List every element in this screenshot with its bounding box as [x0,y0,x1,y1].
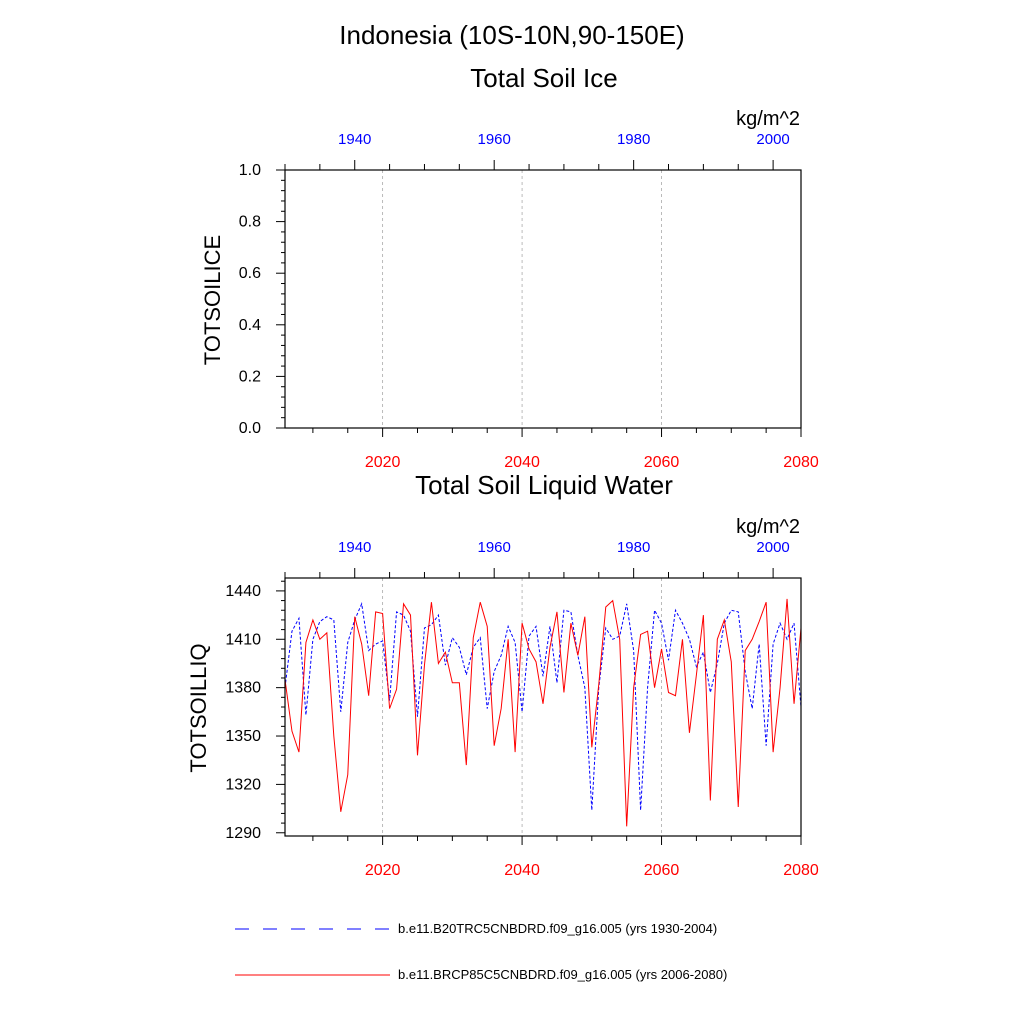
ytick-label-ice-5: 1.0 [239,162,261,179]
legend: b.e11.B20TRC5CNBDRD.f09_g16.005 (yrs 193… [235,921,727,982]
ytick-label-liq-3: 1380 [225,680,261,697]
panel-total-soil-ice: Total Soil Ice kg/m^2 TOTSOILICE 0.00.20… [200,63,819,471]
xtick-bottom-label-ice-2: 2060 [644,454,680,471]
xtick-bottom-label-ice-3: 2080 [783,454,819,471]
xtick-top-label-liq-0: 1940 [338,539,371,556]
figure-title: Indonesia (10S-10N,90-150E) [339,20,684,50]
xtick-top-label-ice-3: 2000 [756,131,789,148]
ytick-label-ice-2: 0.4 [239,317,261,334]
xtick-bottom-label-liq-2: 2060 [644,862,680,879]
plot-frame-ice [284,169,802,429]
panel-total-soil-liquid-water: Total Soil Liquid Water kg/m^2 TOTSOILLI… [186,470,819,879]
ytick-label-ice-4: 0.8 [239,214,261,231]
ytick-label-liq-2: 1350 [225,728,261,745]
tick-labels-liq: 1290 1320 1350 1380 1410 1440 2020 2040 2060 2080… [225,539,818,879]
ytick-label-ice-1: 0.2 [239,368,261,385]
ticks-liq [276,568,802,845]
xtick-bottom-label-ice-1: 2040 [504,454,540,471]
ytick-label-ice-0: 0.0 [239,420,261,437]
series-group-liq [284,598,802,827]
legend-label-future: b.e11.BRCP85C5CNBDRD.f09_g16.005 (yrs 20… [398,967,727,982]
tick-labels-ice: 0.0 0.2 0.4 0.6 0.8 1.0 2020 2040 2060 2080 1940 19… [239,131,819,471]
plot-frame-liq [284,577,802,837]
units-label-ice: kg/m^2 [736,108,800,130]
gridlines-ice [382,170,662,428]
ytick-label-liq-0: 1290 [225,825,261,842]
ticks-ice [276,160,802,437]
gridlines-liq [382,578,662,836]
ylabel-ice: TOTSOILICE [200,235,225,365]
series-line-liq-future [284,598,802,827]
xtick-top-label-liq-3: 2000 [756,539,789,556]
xtick-top-label-ice-0: 1940 [338,131,371,148]
ytick-label-ice-3: 0.6 [239,265,261,282]
ylabel-liq: TOTSOILLIQ [186,643,211,772]
panel-title-ice: Total Soil Ice [470,63,617,93]
xtick-top-label-liq-2: 1980 [617,539,650,556]
panel-title-liq: Total Soil Liquid Water [415,470,673,500]
xtick-bottom-label-liq-3: 2080 [783,862,819,879]
series-line-liq-hist [284,601,802,811]
xtick-top-label-liq-1: 1960 [478,539,511,556]
xtick-top-label-ice-2: 1980 [617,131,650,148]
units-label-liq: kg/m^2 [736,516,800,538]
xtick-top-label-ice-1: 1960 [478,131,511,148]
xtick-bottom-label-liq-1: 2040 [504,862,540,879]
ytick-label-liq-1: 1320 [225,776,261,793]
ytick-label-liq-5: 1440 [225,583,261,600]
xtick-bottom-label-liq-0: 2020 [365,862,401,879]
legend-label-hist: b.e11.B20TRC5CNBDRD.f09_g16.005 (yrs 193… [398,921,717,936]
ytick-label-liq-4: 1410 [225,631,261,648]
xtick-bottom-label-ice-0: 2020 [365,454,401,471]
